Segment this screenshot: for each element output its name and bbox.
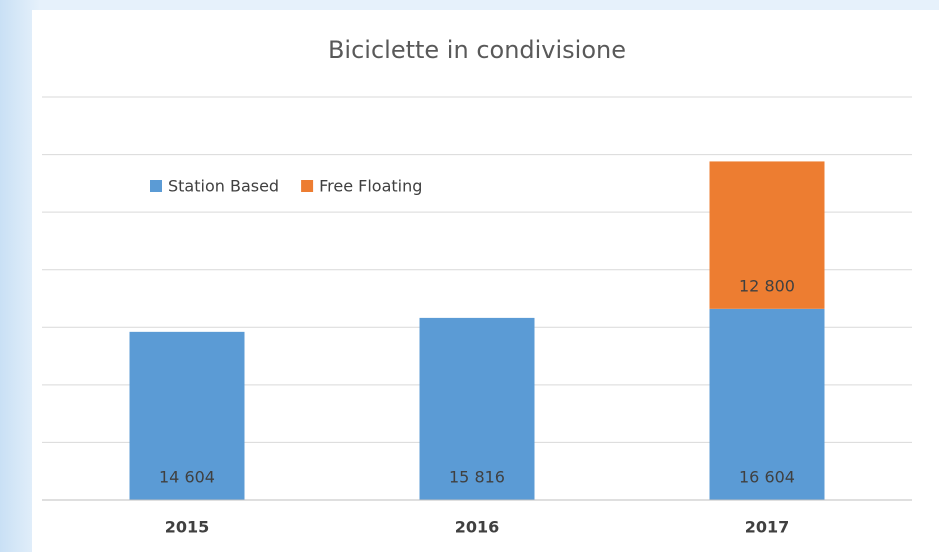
x-tick-label: 2016 bbox=[455, 518, 500, 537]
x-tick-label: 2017 bbox=[745, 518, 790, 537]
data-label: 16 604 bbox=[739, 468, 795, 487]
chart-title: Biciclette in condivisione bbox=[328, 36, 626, 64]
legend-swatch bbox=[150, 180, 162, 192]
data-label: 14 604 bbox=[159, 468, 215, 487]
data-label: 15 816 bbox=[449, 468, 505, 487]
bar-segment bbox=[709, 308, 825, 500]
legend-swatch bbox=[301, 180, 314, 192]
x-tick-label: 2015 bbox=[165, 518, 210, 537]
data-label: 12 800 bbox=[739, 276, 795, 295]
legend-label: Free Floating bbox=[319, 177, 422, 196]
bar-segment bbox=[419, 317, 535, 500]
legend-label: Station Based bbox=[168, 177, 279, 196]
bar-segment bbox=[709, 161, 825, 309]
bar-segment bbox=[129, 331, 245, 500]
